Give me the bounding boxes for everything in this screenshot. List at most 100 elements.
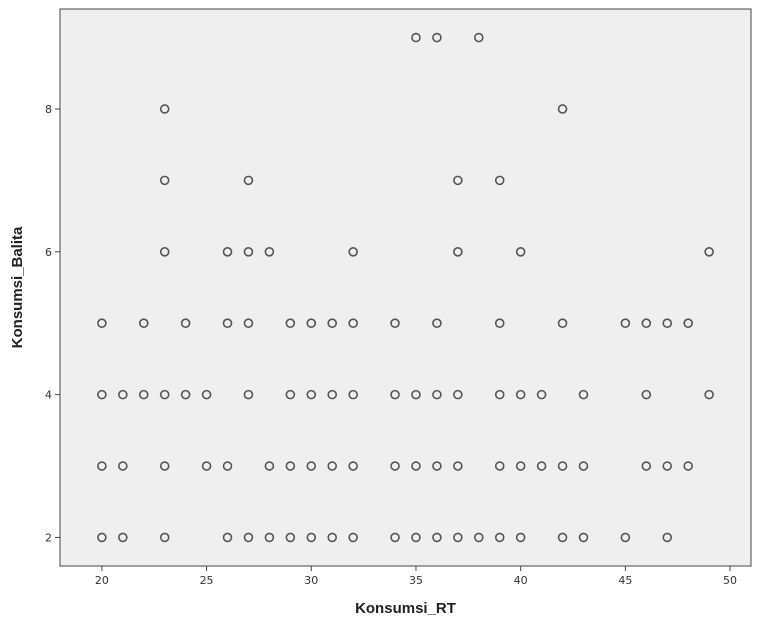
data-point <box>683 461 693 471</box>
data-point <box>494 318 505 329</box>
data-point <box>264 461 275 471</box>
data-point <box>348 532 358 543</box>
data-point <box>264 532 275 543</box>
data-point <box>453 532 463 543</box>
y-axis-ticks: 2 4 6 8 <box>45 103 60 544</box>
y-tick-label: 8 <box>45 103 52 116</box>
data-point <box>97 389 107 400</box>
x-axis-title: Konsumsi_RT <box>355 600 456 617</box>
data-point <box>515 246 526 257</box>
data-point <box>641 461 652 471</box>
data-point <box>97 532 107 543</box>
data-point <box>494 389 505 400</box>
y-tick-label: 6 <box>45 246 52 259</box>
data-point <box>159 175 170 186</box>
x-tick-label: 35 <box>409 574 423 587</box>
data-point <box>662 318 673 329</box>
data-point <box>390 532 400 543</box>
data-point <box>285 532 296 543</box>
data-point <box>201 461 212 471</box>
data-point <box>390 389 400 400</box>
data-point <box>683 318 693 329</box>
data-point <box>285 389 296 400</box>
data-point <box>411 389 421 400</box>
x-axis-ticks: 20 25 30 35 40 45 50 <box>95 566 737 587</box>
data-points <box>97 32 714 543</box>
y-tick-label: 4 <box>45 389 52 402</box>
data-point <box>390 318 400 329</box>
data-point <box>138 318 149 329</box>
data-point <box>536 389 547 400</box>
data-point <box>473 32 484 43</box>
y-tick-label: 2 <box>45 531 52 544</box>
data-point <box>578 461 589 471</box>
data-point <box>97 318 107 329</box>
data-point <box>138 389 149 400</box>
data-point <box>557 318 568 329</box>
data-point <box>306 461 317 471</box>
data-point <box>411 532 421 543</box>
data-point <box>578 532 589 543</box>
data-point <box>620 318 631 329</box>
x-tick-label: 45 <box>618 574 632 587</box>
data-point <box>515 532 526 543</box>
data-point <box>285 461 296 471</box>
data-point <box>348 318 358 329</box>
data-point <box>264 246 275 257</box>
data-point <box>494 175 505 186</box>
data-point <box>222 532 233 543</box>
x-tick-label: 25 <box>200 574 214 587</box>
plot-area <box>59 8 752 567</box>
data-point <box>327 461 338 471</box>
data-point <box>306 532 317 543</box>
data-point <box>222 318 233 329</box>
data-point <box>243 532 254 543</box>
data-point <box>704 389 714 400</box>
data-point <box>453 461 463 471</box>
data-point <box>432 32 442 43</box>
data-point <box>557 461 568 471</box>
data-point <box>432 318 442 329</box>
data-point <box>348 389 358 400</box>
data-point <box>411 461 421 471</box>
data-point <box>641 389 652 400</box>
data-point <box>662 532 673 543</box>
data-point <box>327 318 338 329</box>
data-point <box>557 532 568 543</box>
data-point <box>306 318 317 329</box>
data-point <box>243 246 254 257</box>
x-tick-label: 20 <box>95 574 109 587</box>
x-tick-label: 40 <box>514 574 528 587</box>
data-point <box>494 532 505 543</box>
data-point <box>243 175 254 186</box>
data-point <box>348 461 358 471</box>
data-point <box>97 461 107 471</box>
data-point <box>180 389 191 400</box>
data-point <box>641 318 652 329</box>
data-point <box>118 461 128 471</box>
data-point <box>494 461 505 471</box>
data-point <box>159 246 170 257</box>
data-point <box>578 389 589 400</box>
y-axis-title: Konsumsi_Balita <box>9 226 26 348</box>
data-point <box>243 318 254 329</box>
data-point <box>515 461 526 471</box>
data-point <box>327 532 338 543</box>
data-point <box>118 389 128 400</box>
data-point <box>159 389 170 400</box>
data-point <box>306 389 317 400</box>
x-tick-label: 30 <box>304 574 318 587</box>
data-point <box>159 532 170 543</box>
data-point <box>159 461 170 471</box>
data-point <box>453 175 463 186</box>
data-point <box>432 461 442 471</box>
data-point <box>432 532 442 543</box>
data-point <box>243 389 254 400</box>
data-point <box>348 246 358 257</box>
data-point <box>118 532 128 543</box>
data-point <box>432 389 442 400</box>
data-point <box>515 389 526 400</box>
data-point <box>201 389 212 400</box>
